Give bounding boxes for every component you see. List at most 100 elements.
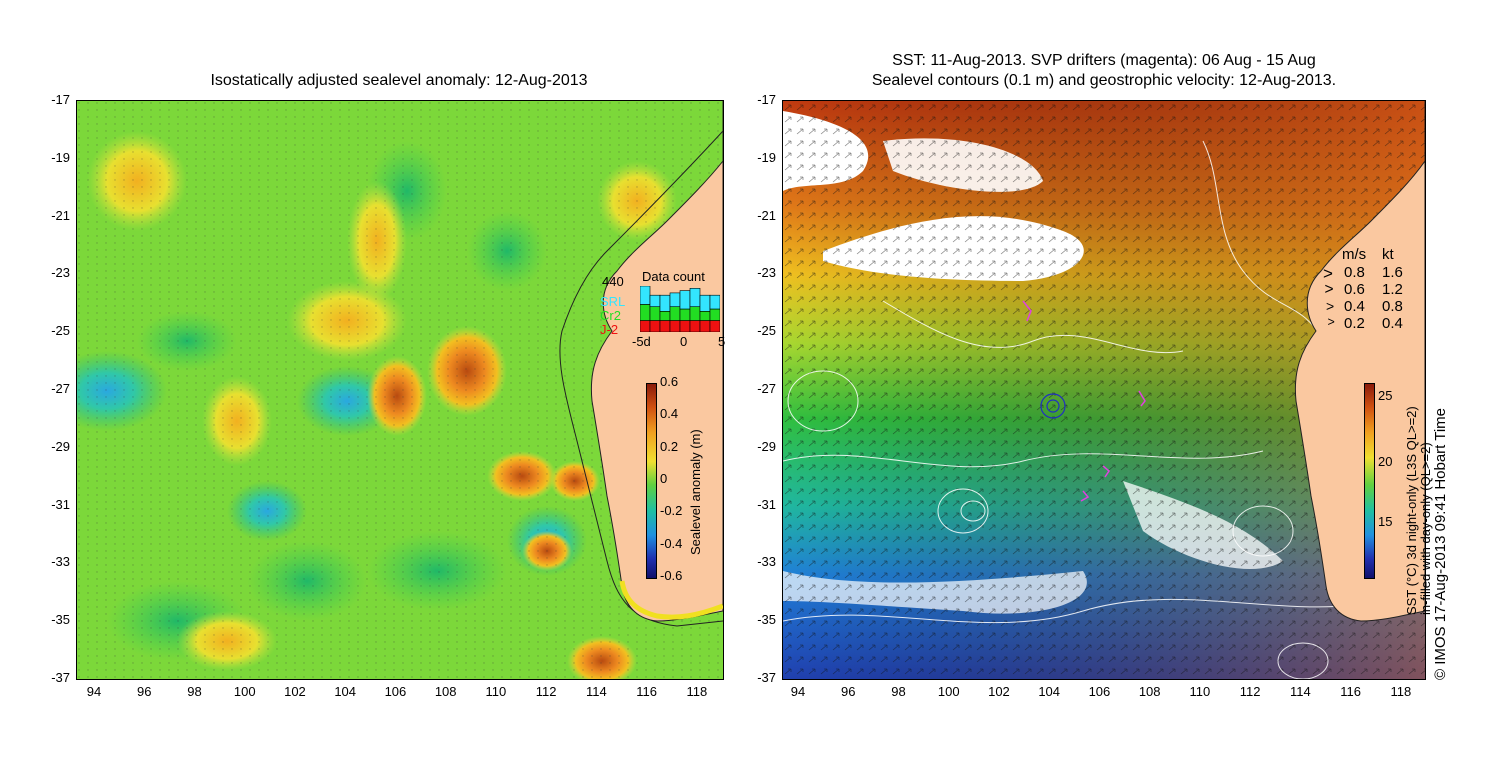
x-tick-label: 102: [284, 684, 306, 699]
data-count-bar-srl: [679, 290, 691, 310]
data-count-bar-j2: [640, 320, 651, 332]
y-tick-label: -19: [51, 149, 70, 165]
y-tick-label: -21: [51, 207, 70, 223]
sealevel-colorbar-label: Sealevel anomaly (m): [688, 429, 703, 555]
velocity-legend-ms: 0.4: [1344, 298, 1365, 315]
x-tick-label: 106: [1088, 684, 1111, 699]
y-tick-label: -33: [757, 554, 776, 570]
data-count-bar-j2: [649, 320, 661, 332]
data-count-bar-cr2: [709, 308, 720, 321]
velocity-legend-header-kt: kt: [1382, 246, 1394, 263]
sst-field: [783, 101, 1425, 679]
y-tick-label: -29: [51, 438, 70, 454]
x-tick-label: 94: [86, 684, 102, 699]
x-tick-label: 102: [988, 684, 1010, 699]
x-tick-label: 94: [790, 684, 806, 699]
sealevel-anomaly-map: [76, 100, 724, 680]
y-tick-label: -33: [51, 554, 70, 570]
y-tick-label: -23: [51, 265, 70, 281]
velocity-legend-kt: 1.2: [1382, 281, 1403, 298]
x-tick-label: 112: [535, 684, 557, 699]
data-count-bar-srl: [649, 294, 661, 307]
velocity-legend-arrow-icon: >: [1327, 315, 1335, 329]
colorbar-tick-label: 0.2: [660, 438, 679, 454]
velocity-legend-arrow-icon: >: [1326, 298, 1335, 314]
land-western-australia: [590, 101, 723, 622]
colorbar-tick-label: 0: [660, 471, 668, 486]
data-count-bar-j2: [709, 320, 720, 332]
velocity-legend: m/s kt >0.8 1.6 >0.6 1.2 >0.4 0.8 >0.2 0.4: [1318, 246, 1418, 334]
velocity-legend-kt: 1.6: [1382, 264, 1403, 281]
data-count-bar-j2: [679, 320, 691, 332]
x-tick-label: 114: [1290, 684, 1311, 699]
sst-colorbar: [1364, 383, 1375, 579]
colorbar-tick-label: 20: [1378, 454, 1393, 469]
data-count-bar-cr2: [669, 306, 681, 321]
y-tick-label: -31: [757, 496, 776, 512]
y-tick-label: -25: [757, 323, 776, 339]
velocity-legend-header-ms: m/s: [1342, 246, 1367, 263]
data-count-max: 440: [602, 274, 624, 289]
velocity-legend-kt: 0.8: [1382, 298, 1403, 315]
x-tick-label: 100: [937, 684, 960, 699]
data-count-xtick: 5: [718, 334, 726, 349]
colorbar-tick-label: 0.4: [660, 406, 679, 422]
colorbar-tick-label: -0.4: [660, 535, 683, 551]
data-count-label: Data count: [642, 269, 705, 284]
credit-text: © IMOS 17-Aug-2013 09:41 Hobart Time: [1432, 407, 1449, 680]
colorbar-tick-label: -0.6: [660, 568, 683, 583]
y-tick-label: -19: [757, 149, 776, 165]
data-count-bar-cr2: [649, 306, 661, 321]
sealevel-anomaly-field: [77, 101, 723, 679]
x-tick-label: 96: [841, 684, 856, 699]
data-count-bar-srl: [669, 292, 681, 308]
velocity-legend-arrow-icon: >: [1324, 281, 1334, 298]
data-count-bar-j2: [689, 320, 701, 332]
data-count-xtick: 0: [680, 334, 688, 349]
data-count-bar-cr2: [699, 310, 711, 321]
y-tick-label: -31: [51, 496, 70, 512]
x-tick-label: 104: [1038, 684, 1061, 699]
data-count-bar-srl: [659, 294, 671, 312]
data-count-bar-j2: [669, 320, 681, 332]
x-tick-label: 110: [1189, 684, 1211, 699]
data-count-bar-j2: [659, 320, 671, 332]
x-tick-label: 110: [485, 684, 507, 699]
data-count-bar-cr2: [640, 304, 651, 321]
data-count-bar-j2: [699, 320, 711, 332]
x-tick-label: 98: [891, 684, 906, 699]
land-western-australia: [1294, 101, 1425, 622]
y-tick-label: -35: [51, 612, 70, 628]
velocity-legend-ms: 0.8: [1344, 264, 1365, 281]
data-count-bar-cr2: [659, 310, 671, 321]
y-tick-label: -37: [51, 670, 70, 685]
colorbar-tick-label: 25: [1378, 388, 1393, 403]
data-count-bars: [640, 286, 720, 332]
x-tick-label: 118: [1390, 684, 1412, 699]
velocity-legend-ms: 0.2: [1344, 315, 1365, 332]
colorbar-tick-label: 15: [1378, 514, 1393, 529]
data-count-bar-srl: [709, 294, 720, 310]
data-count-bar-srl: [640, 286, 651, 305]
y-tick-label: -27: [757, 381, 776, 396]
y-tick-label: -29: [757, 438, 776, 454]
y-tick-label: -17: [757, 92, 776, 107]
x-tick-label: 116: [636, 684, 657, 699]
y-tick-label: -17: [51, 92, 70, 107]
data-count-bar-srl: [689, 287, 701, 307]
colorbar-tick-label: -0.2: [660, 503, 683, 519]
sst-colorbar-label-line1: SST (°C) 3d night-only (L3S QL>=2): [1404, 406, 1419, 615]
x-tick-label: 112: [1239, 684, 1261, 699]
x-tick-label: 100: [233, 684, 256, 699]
sealevel-colorbar: [646, 383, 657, 579]
velocity-legend-ms: 0.6: [1344, 281, 1365, 298]
x-tick-label: 108: [434, 684, 457, 699]
data-count-legend-cr2: Cr2: [600, 308, 621, 323]
right-panel-title-line2: Sealevel contours (0.1 m) and geostrophi…: [871, 72, 1337, 89]
x-tick-label: 106: [384, 684, 407, 699]
x-tick-label: 104: [334, 684, 357, 699]
right-panel-title-line1: SST: 11-Aug-2013. SVP drifters (magenta)…: [892, 52, 1316, 69]
data-count-inset: 440 Data count SRL Cr2 J-2 -5d 0 5: [596, 268, 726, 352]
x-tick-label: 98: [187, 684, 202, 699]
x-tick-label: 114: [586, 684, 607, 699]
